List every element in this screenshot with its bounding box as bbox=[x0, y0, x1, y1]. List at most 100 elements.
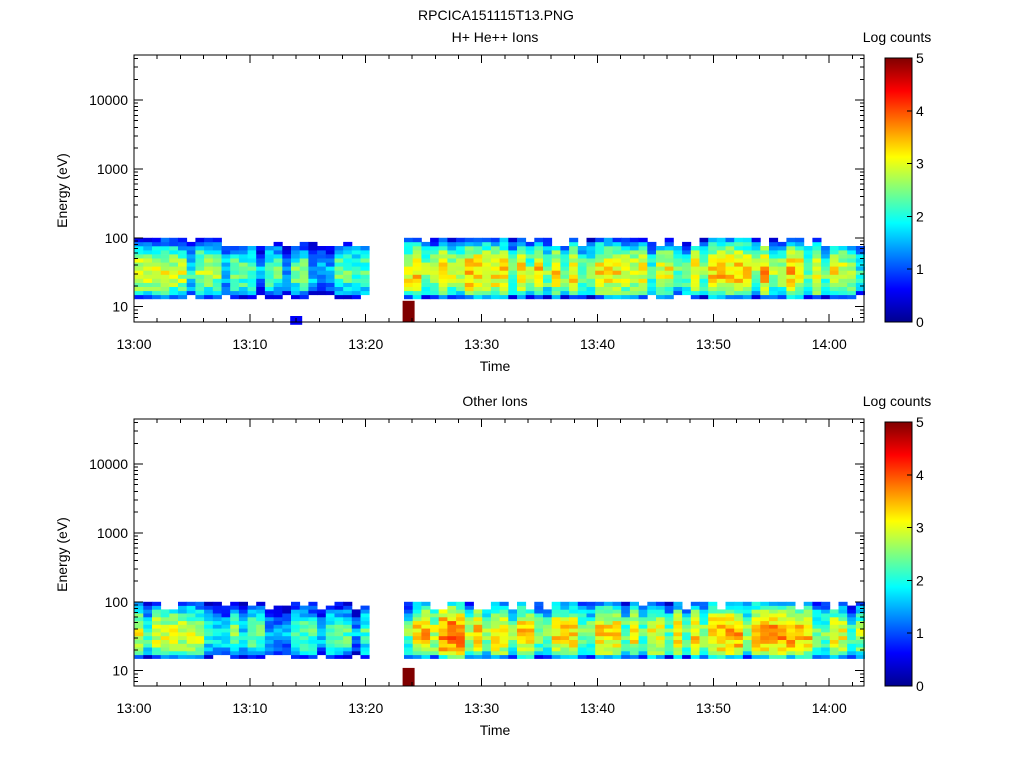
heatmap-cell bbox=[786, 624, 796, 629]
heatmap-cell bbox=[447, 278, 457, 283]
heatmap-cell bbox=[725, 635, 735, 640]
heatmap-cell bbox=[456, 250, 466, 255]
heatmap-cell bbox=[664, 274, 674, 279]
heatmap-cell bbox=[421, 262, 431, 267]
heatmap-cell bbox=[517, 294, 527, 300]
heatmap-cell bbox=[786, 651, 796, 656]
heatmap-cell bbox=[490, 605, 500, 610]
heatmap-cell bbox=[742, 635, 752, 640]
heatmap-cell bbox=[656, 635, 666, 640]
heatmap-cell bbox=[430, 654, 440, 659]
heatmap-cell bbox=[334, 639, 344, 644]
heatmap-cell bbox=[291, 290, 301, 296]
heatmap-cell bbox=[647, 290, 657, 296]
heatmap-cell bbox=[577, 258, 587, 263]
heatmap-cell bbox=[795, 624, 805, 629]
heatmap-cell bbox=[647, 282, 657, 287]
heatmap-cell bbox=[464, 282, 474, 287]
heatmap-cell bbox=[673, 605, 683, 610]
heatmap-cell bbox=[299, 609, 309, 614]
heatmap-cell bbox=[351, 294, 361, 300]
heatmap-cell bbox=[647, 286, 657, 292]
heatmap-cell bbox=[699, 266, 709, 271]
heatmap-cell bbox=[543, 609, 553, 614]
heatmap-cell bbox=[247, 613, 257, 618]
heatmap-cell bbox=[291, 601, 301, 606]
heatmap-cell bbox=[291, 617, 301, 622]
heatmap-cell bbox=[212, 613, 222, 618]
x-tick-label: 13:00 bbox=[116, 700, 151, 716]
heatmap-cell bbox=[803, 639, 813, 644]
heatmap-cell bbox=[812, 647, 822, 652]
heatmap-cell bbox=[725, 274, 735, 279]
heatmap-cell bbox=[299, 651, 309, 656]
heatmap-cell bbox=[742, 262, 752, 267]
heatmap-cell bbox=[612, 601, 622, 606]
heatmap-cell bbox=[143, 250, 153, 255]
heatmap-cell bbox=[595, 639, 605, 644]
heatmap-cell bbox=[273, 270, 283, 275]
heatmap-cell bbox=[656, 294, 666, 300]
heatmap-cell bbox=[152, 241, 162, 247]
heatmap-cell bbox=[716, 609, 726, 614]
heatmap-cell bbox=[238, 639, 248, 644]
heatmap-cell bbox=[195, 601, 205, 606]
heatmap-cell bbox=[716, 628, 726, 633]
heatmap-cell bbox=[803, 632, 813, 637]
heatmap-cell bbox=[734, 282, 744, 287]
heatmap-cell bbox=[777, 241, 787, 247]
heatmap-cell bbox=[742, 617, 752, 622]
heatmap-cell bbox=[221, 250, 231, 255]
heatmap-cell bbox=[682, 639, 692, 644]
heatmap-cell bbox=[716, 270, 726, 275]
heatmap-cell bbox=[821, 613, 831, 618]
heatmap-cell bbox=[551, 613, 561, 618]
heatmap-cell bbox=[708, 628, 718, 633]
heatmap-cell bbox=[734, 278, 744, 283]
heatmap-cell bbox=[412, 282, 422, 287]
heatmap-cell bbox=[621, 639, 631, 644]
heatmap-cell bbox=[708, 609, 718, 614]
heatmap-cell bbox=[473, 647, 483, 652]
heatmap-cell bbox=[264, 258, 274, 263]
heatmap-cell bbox=[143, 647, 153, 652]
heatmap-cell bbox=[821, 278, 831, 283]
heatmap-cell bbox=[230, 282, 240, 287]
heatmap-cell bbox=[334, 613, 344, 618]
heatmap-cell bbox=[769, 290, 779, 296]
heatmap-cell bbox=[508, 246, 518, 251]
heatmap-cell bbox=[569, 601, 579, 606]
heatmap-cell bbox=[404, 254, 414, 259]
heatmap-cell bbox=[343, 605, 353, 610]
heatmap-cell bbox=[178, 250, 188, 255]
heatmap-cell bbox=[152, 635, 162, 640]
heatmap-cell bbox=[690, 651, 700, 656]
heatmap-cell bbox=[621, 278, 631, 283]
heatmap-cell bbox=[482, 250, 492, 255]
heatmap-cell bbox=[795, 620, 805, 625]
heatmap-cell bbox=[317, 258, 327, 263]
heatmap-cell bbox=[447, 617, 457, 622]
heatmap-cell bbox=[195, 620, 205, 625]
heatmap-cell bbox=[282, 262, 292, 267]
heatmap-cell bbox=[821, 654, 831, 659]
heatmap-cell bbox=[716, 632, 726, 637]
heatmap-cell bbox=[204, 266, 214, 271]
heatmap-cell bbox=[682, 250, 692, 255]
heatmap-cell bbox=[186, 632, 196, 637]
heatmap-cell bbox=[299, 266, 309, 271]
heatmap-cell bbox=[195, 639, 205, 644]
heatmap-cell bbox=[508, 266, 518, 271]
heatmap-cell bbox=[152, 639, 162, 644]
heatmap-cell bbox=[725, 617, 735, 622]
heatmap-cell bbox=[838, 651, 848, 656]
heatmap-cell bbox=[621, 620, 631, 625]
heatmap-cell bbox=[560, 258, 570, 263]
heatmap-cell bbox=[256, 254, 266, 259]
heatmap-cell bbox=[795, 654, 805, 659]
heatmap-cell bbox=[317, 274, 327, 279]
heatmap-cell bbox=[143, 620, 153, 625]
heatmap-cell bbox=[169, 290, 179, 296]
heatmap-cell bbox=[855, 254, 865, 259]
heatmap-cell bbox=[351, 620, 361, 625]
